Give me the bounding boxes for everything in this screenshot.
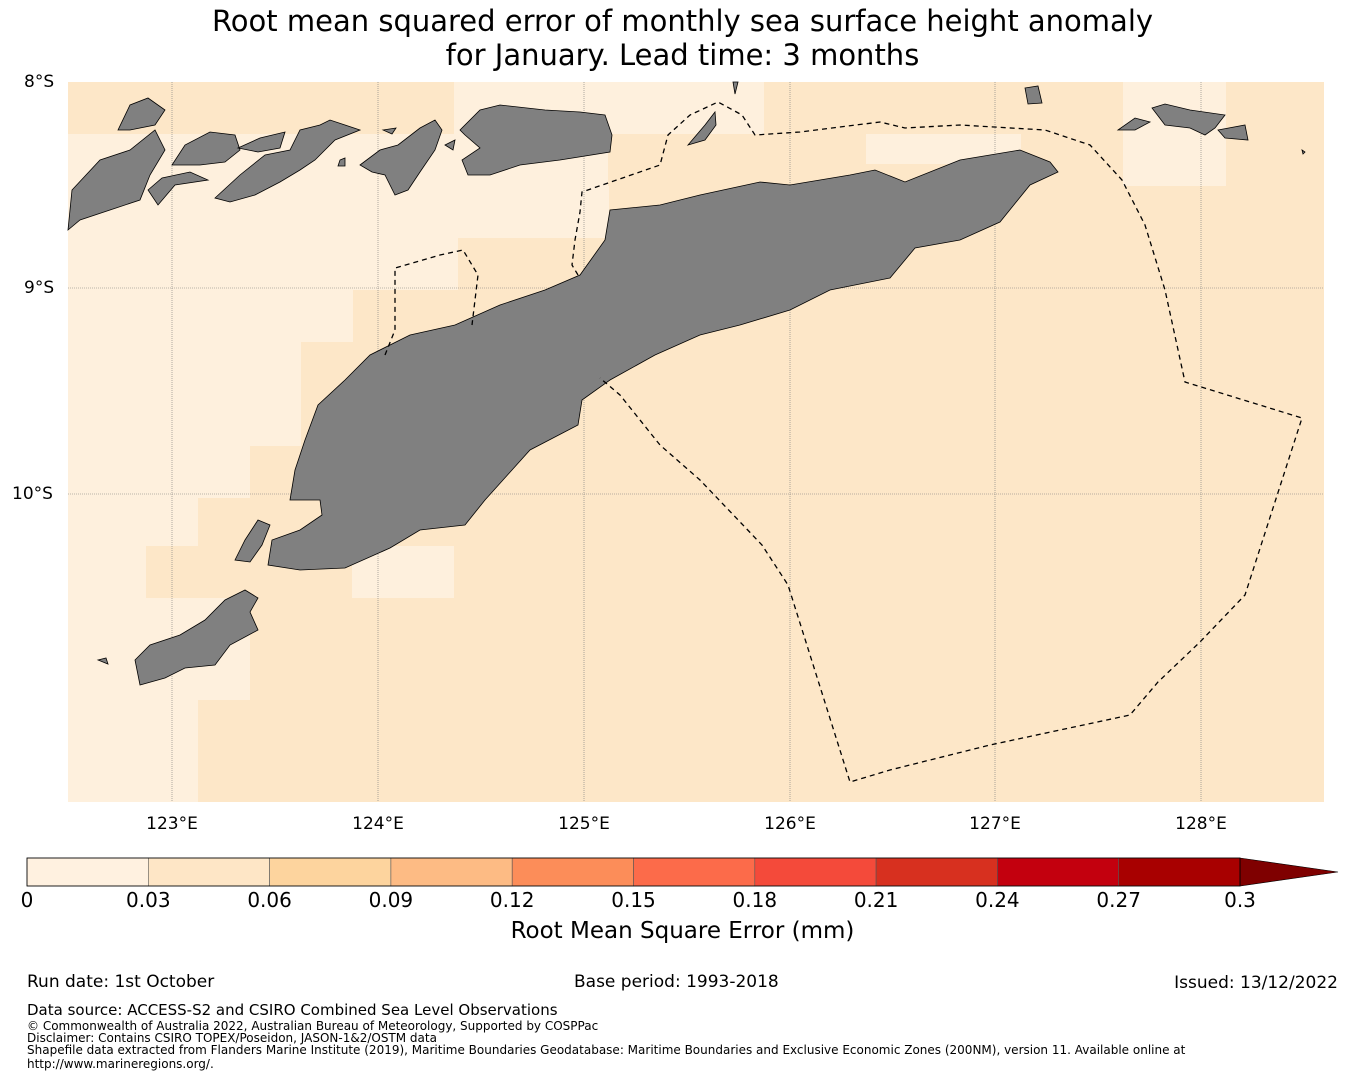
timor-island [267, 149, 1059, 571]
flores-island [67, 129, 166, 231]
babar-island-a [1116, 117, 1152, 131]
run-date: Run date: 1st October [27, 972, 215, 992]
colorbar-tick-label: 0.15 [611, 888, 656, 912]
disclaimer-note: Disclaimer: Contains CSIRO TOPEX/Poseido… [27, 1031, 437, 1045]
lon-label-124e: 124°E [352, 814, 404, 834]
lon-label-123e: 123°E [146, 814, 198, 834]
kisar-island [337, 157, 346, 167]
islet-nw [381, 127, 397, 135]
colorbar [26, 857, 1339, 887]
lat-label-10s: 10°S [12, 484, 53, 504]
colorbar-tick-label: 0.18 [732, 888, 778, 912]
islet-north [732, 81, 739, 95]
lon-label-126e: 126°E [764, 814, 816, 834]
colorbar-cell [148, 857, 270, 887]
babar-island-b [1151, 103, 1226, 136]
colorbar-cell [390, 857, 513, 887]
colorbar-cell [875, 857, 998, 887]
colorbar-tick-label: 0.21 [853, 888, 899, 912]
map-title-line-1: Root mean squared error of monthly sea s… [211, 4, 1154, 38]
colorbar-tick-label: 0.3 [1224, 888, 1256, 912]
lat-label-8s: 8°S [24, 72, 55, 92]
base-period: Base period: 1993-2018 [574, 972, 779, 992]
lembata-island [171, 131, 241, 166]
semau-island [234, 519, 271, 563]
colorbar-tick-label: 0 [20, 888, 34, 912]
colorbar-frame [26, 857, 1241, 887]
shapefile-note: Shapefile data extracted from Flanders M… [27, 1043, 1186, 1057]
babar-island-c [1217, 124, 1249, 141]
lon-label-128e: 128°E [1175, 814, 1227, 834]
ndao-island [96, 657, 109, 665]
copyright-note: © Commonwealth of Australia 2022, Austra… [27, 1019, 599, 1033]
colorbar-tick-label: 0.12 [489, 888, 535, 912]
colorbar-cell [1118, 857, 1241, 887]
issued-date: Issued: 13/12/2022 [1174, 973, 1338, 993]
marineregions-url: http://www.marineregions.org/. [27, 1057, 214, 1071]
kisar-island-2 [1024, 85, 1043, 105]
colorbar-extend-arrow [1239, 857, 1339, 887]
wetar-island [459, 104, 613, 176]
colorbar-tick-label: 0.03 [126, 888, 171, 912]
islet-east [1301, 149, 1306, 155]
lon-label-125e: 125°E [558, 814, 610, 834]
pantar-island [214, 119, 362, 203]
colorbar-cell [633, 857, 756, 887]
land-masses [67, 81, 1306, 686]
adonara-island [117, 97, 166, 131]
colorbar-cell [269, 857, 392, 887]
timor-leste-eez [571, 101, 1303, 783]
lat-label-9s: 9°S [24, 278, 55, 298]
solor-island [147, 171, 210, 206]
maritime-boundaries [384, 101, 1303, 783]
colorbar-cell [754, 857, 877, 887]
colorbar-cell [997, 857, 1120, 887]
lon-label-127e: 127°E [969, 814, 1021, 834]
colorbar-tick-label: 0.09 [368, 888, 414, 912]
colorbar-tick-label: 0.27 [1096, 888, 1141, 912]
colorbar-cell [26, 857, 149, 887]
colorbar-tick-label: 0.24 [975, 888, 1020, 912]
colorbar-cell [511, 857, 634, 887]
data-source: Data source: ACCESS-S2 and CSIRO Combine… [27, 1001, 558, 1019]
alor-island [359, 119, 443, 196]
alor-island-west [236, 131, 286, 153]
liran-island [444, 139, 456, 151]
atauro-island [686, 110, 717, 146]
colorbar-tick-label: 0.06 [247, 888, 292, 912]
map-title-line-2: for January. Lead time: 3 months [445, 38, 920, 72]
oecusse-boundary [384, 249, 479, 356]
roti-island [134, 589, 259, 686]
colorbar-label: Root Mean Square Error (mm) [510, 918, 855, 944]
